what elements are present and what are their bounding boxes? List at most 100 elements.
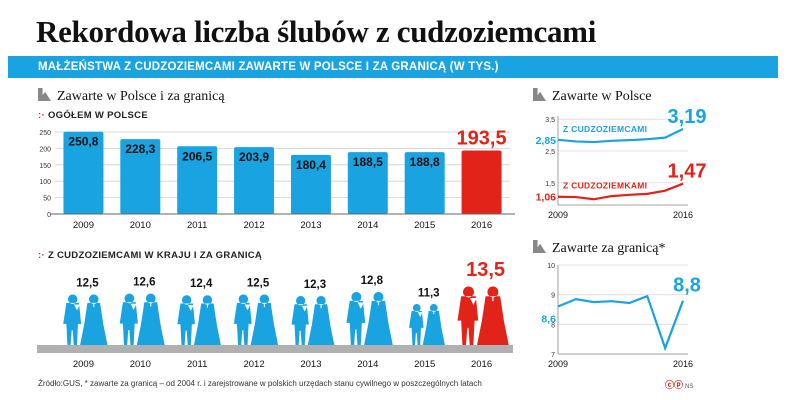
bar-value-label: 180,4	[296, 158, 326, 172]
bar	[234, 147, 275, 214]
bar	[120, 139, 161, 214]
right-section2-title-text: Zawarte za granicą*	[552, 241, 666, 256]
pictogram-value-label: 12,4	[190, 278, 213, 290]
pictogram-value-label: 12,3	[304, 279, 326, 291]
groom-icon	[119, 293, 138, 345]
suit-detail	[73, 302, 95, 311]
suit-detail	[357, 300, 379, 309]
y-tick-label: 9	[551, 293, 555, 300]
x-tick-label: 2015	[414, 220, 435, 231]
x-tick-label: 2015	[414, 359, 435, 370]
y-tick-label: 0	[47, 212, 51, 219]
suit-detail	[187, 303, 208, 311]
x-tick-label: 2014	[357, 220, 378, 231]
bar	[290, 154, 331, 214]
series-name-label: Z CUDZOZIEMCAMI	[563, 124, 647, 134]
groom-icon	[63, 294, 82, 345]
couple-icon	[346, 292, 393, 345]
couple-icon	[233, 294, 279, 345]
couple-icon	[119, 293, 165, 345]
bar-value-label: 250,8	[68, 135, 98, 149]
x-tick-label: 2012	[243, 220, 264, 231]
logo-text: NS	[685, 384, 694, 390]
y-tick-label: 1,5	[545, 181, 555, 188]
bar-value-label: 206,5	[182, 149, 212, 163]
bar-value-label: 203,9	[239, 150, 269, 164]
pictogram-value-label: 13,5	[466, 259, 505, 281]
x-tick-label: 2016	[471, 359, 492, 370]
left-section-title: Zawarte w Polsce i za granicą	[38, 88, 225, 105]
series-start-label: 1,06	[536, 192, 557, 204]
x-tick-label: 2009	[73, 220, 94, 231]
x-tick-label: 2013	[300, 359, 321, 370]
bride-icon	[477, 286, 509, 345]
bride-icon	[80, 294, 108, 345]
pictogram-value-label: 12,6	[133, 277, 155, 289]
pictogram-value-label: 12,8	[361, 275, 384, 287]
groom-icon	[457, 286, 479, 345]
bar-value-label: 193,5	[457, 128, 507, 150]
pictogram-value-label: 11,3	[418, 287, 440, 299]
bar	[461, 150, 502, 214]
people-chart-label-text: z cudzoziemcami w kraju i za granicą	[47, 250, 263, 261]
people-chart-label: :· z cudzoziemcami w kraju i za granicą	[38, 250, 263, 261]
x-tick-label: 2013	[300, 220, 321, 231]
series-start-label: 2,85	[536, 135, 557, 147]
source-note: Źródło:GUS, * zawarte za granicą – od 20…	[38, 379, 482, 388]
suit-detail	[417, 310, 435, 317]
bar-chart-label: :· ogółem w Polsce	[38, 110, 148, 121]
bar	[177, 146, 218, 214]
x-tick-label: 2010	[130, 359, 151, 370]
bar-value-label: 188,8	[410, 155, 440, 169]
bar	[347, 152, 388, 214]
suit-detail	[130, 302, 152, 310]
series-name-label: Z CUDZOZIEMKAMI	[563, 181, 647, 191]
couple-icon	[291, 296, 335, 345]
bride-icon	[193, 295, 221, 345]
groom-icon	[409, 304, 424, 345]
y-tick-label: 3,5	[545, 117, 555, 124]
bride-icon	[364, 292, 393, 345]
x-tick-label: 2011	[187, 220, 207, 231]
x-tick-label: 2009	[548, 359, 568, 369]
right-section2-title: Zawarte za granicą*	[533, 240, 665, 257]
y-tick-label: 100	[39, 179, 51, 186]
groom-icon	[233, 294, 252, 345]
x-tick-label: 2014	[357, 359, 378, 370]
page-title: Rekordowa liczba ślubów z cudzoziemcami	[36, 14, 597, 49]
x-tick-label: 2016	[673, 210, 693, 220]
bar	[63, 131, 104, 214]
couple-icon	[409, 304, 445, 345]
y-tick-label: 50	[43, 196, 51, 203]
series-end-label: 3,19	[668, 106, 707, 128]
groom-icon	[346, 292, 366, 345]
suit-detail	[469, 296, 494, 305]
x-tick-label: 2012	[243, 359, 264, 370]
x-tick-label: 2010	[130, 220, 151, 231]
x-tick-label: 2009	[548, 210, 568, 220]
y-tick-label: 7	[551, 352, 555, 359]
bride-icon	[136, 293, 165, 345]
bar-value-label: 228,3	[125, 142, 155, 156]
suit-detail	[301, 304, 322, 312]
pictogram-value-label: 12,5	[247, 277, 270, 289]
couple-icon	[63, 294, 108, 345]
right-section1-title-text: Zawarte w Polsce	[552, 89, 652, 104]
x-tick-label: 2016	[673, 359, 693, 369]
bar-chart-label-text: ogółem w Polsce	[47, 110, 148, 121]
bride-icon	[250, 294, 279, 345]
publisher-logo: ⓒⓟ NS	[665, 380, 694, 390]
series-line	[557, 182, 684, 201]
y-tick-label: 2,5	[545, 149, 555, 156]
left-section-title-text: Zawarte w Polsce i za granicą	[57, 89, 225, 104]
subtitle-bar: Małżeństwa z cudzoziemcami zawarte w Pol…	[8, 56, 778, 78]
y-tick-label: 250	[39, 130, 51, 137]
bar-value-label: 188,5	[353, 155, 383, 169]
couple-icon	[177, 295, 221, 345]
series-end-label: 1,47	[668, 161, 707, 183]
pictogram-value-label: 12,5	[76, 277, 99, 289]
bar	[404, 152, 445, 214]
x-tick-label: 2016	[471, 220, 492, 231]
